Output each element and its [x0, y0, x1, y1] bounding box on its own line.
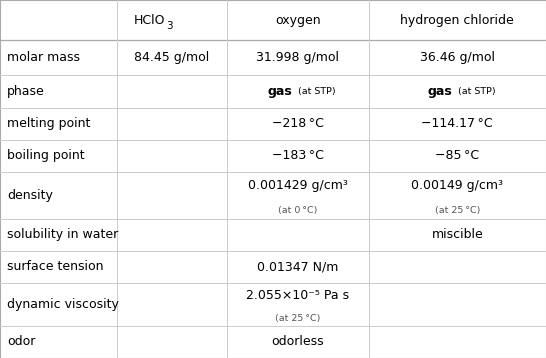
Text: (at 25 °C): (at 25 °C) [275, 314, 321, 323]
Text: gas: gas [427, 85, 452, 98]
Text: dynamic viscosity: dynamic viscosity [7, 298, 119, 311]
Text: (at 0 °C): (at 0 °C) [278, 205, 317, 215]
Text: (at 25 °C): (at 25 °C) [435, 205, 480, 215]
Text: 31.998 g/mol: 31.998 g/mol [256, 51, 339, 64]
Text: odor: odor [7, 335, 35, 348]
Text: solubility in water: solubility in water [7, 228, 118, 241]
Text: melting point: melting point [7, 117, 91, 130]
Text: 0.00149 g/cm³: 0.00149 g/cm³ [411, 179, 503, 192]
Text: HClO: HClO [134, 14, 165, 26]
Text: 84.45 g/mol: 84.45 g/mol [134, 51, 210, 64]
Text: 2.055×10⁻⁵ Pa s: 2.055×10⁻⁵ Pa s [246, 289, 349, 301]
Text: oxygen: oxygen [275, 14, 321, 26]
Text: (at STP): (at STP) [295, 87, 335, 96]
Text: miscible: miscible [431, 228, 483, 241]
Text: gas: gas [268, 85, 292, 98]
Text: surface tension: surface tension [7, 260, 104, 274]
Text: 0.01347 N/m: 0.01347 N/m [257, 260, 339, 274]
Text: −183 °C: −183 °C [271, 150, 324, 163]
Text: 3: 3 [167, 21, 173, 31]
Text: 0.001429 g/cm³: 0.001429 g/cm³ [248, 179, 347, 192]
Text: (at STP): (at STP) [454, 87, 495, 96]
Text: −114.17 °C: −114.17 °C [422, 117, 493, 130]
Text: hydrogen chloride: hydrogen chloride [400, 14, 514, 26]
Text: phase: phase [7, 85, 45, 98]
Text: 36.46 g/mol: 36.46 g/mol [420, 51, 495, 64]
Text: −85 °C: −85 °C [435, 150, 479, 163]
Text: odorless: odorless [271, 335, 324, 348]
Text: density: density [7, 189, 53, 202]
Text: molar mass: molar mass [7, 51, 80, 64]
Text: boiling point: boiling point [7, 150, 85, 163]
Text: −218 °C: −218 °C [271, 117, 324, 130]
